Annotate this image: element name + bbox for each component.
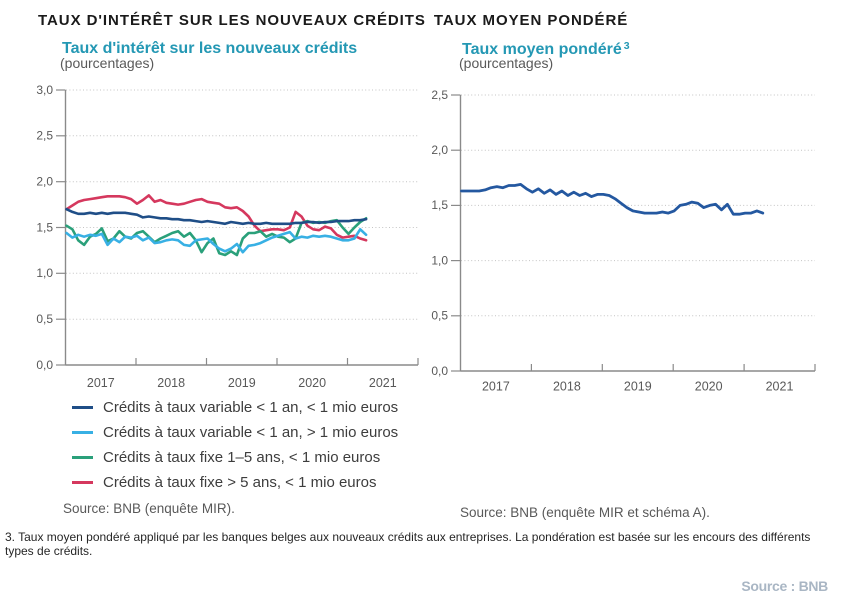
svg-text:2,5: 2,5	[36, 129, 53, 143]
svg-text:0,5: 0,5	[36, 312, 53, 326]
svg-text:2018: 2018	[157, 376, 185, 390]
svg-text:2,5: 2,5	[431, 88, 448, 102]
svg-text:1,0: 1,0	[36, 266, 53, 280]
svg-text:2017: 2017	[482, 380, 510, 394]
svg-text:2,0: 2,0	[431, 143, 448, 157]
svg-text:2017: 2017	[87, 376, 115, 390]
svg-text:2020: 2020	[298, 376, 326, 390]
svg-text:1,5: 1,5	[36, 220, 53, 234]
svg-text:0,0: 0,0	[431, 364, 448, 378]
svg-text:2021: 2021	[766, 380, 794, 394]
svg-text:0,0: 0,0	[36, 358, 53, 372]
svg-text:2019: 2019	[228, 376, 256, 390]
svg-text:1,5: 1,5	[431, 198, 448, 212]
svg-text:3,0: 3,0	[36, 83, 53, 97]
svg-text:1,0: 1,0	[431, 253, 448, 267]
svg-text:2019: 2019	[624, 380, 652, 394]
svg-text:2,0: 2,0	[36, 175, 53, 189]
svg-text:2020: 2020	[695, 380, 723, 394]
svg-text:0,5: 0,5	[431, 309, 448, 323]
svg-text:2021: 2021	[369, 376, 397, 390]
svg-text:2018: 2018	[553, 380, 581, 394]
